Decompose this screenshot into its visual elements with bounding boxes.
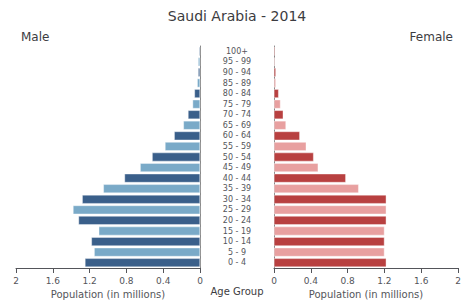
svg-text:Population (in millions): Population (in millions) xyxy=(309,289,423,300)
svg-text:1.6: 1.6 xyxy=(414,276,429,286)
svg-text:45 - 49: 45 - 49 xyxy=(223,163,251,172)
svg-text:Age Group: Age Group xyxy=(211,286,264,297)
svg-text:30 - 34: 30 - 34 xyxy=(223,195,251,204)
svg-text:40 - 44: 40 - 44 xyxy=(223,174,251,183)
svg-text:35 - 39: 35 - 39 xyxy=(223,184,251,193)
svg-text:60 - 64: 60 - 64 xyxy=(223,131,251,140)
svg-text:5 - 9: 5 - 9 xyxy=(228,248,246,257)
svg-text:50 - 54: 50 - 54 xyxy=(223,153,251,162)
svg-text:70 - 74: 70 - 74 xyxy=(223,110,251,119)
svg-text:Male: Male xyxy=(21,30,49,44)
svg-text:25 - 29: 25 - 29 xyxy=(223,205,251,214)
svg-text:1.2: 1.2 xyxy=(82,276,96,286)
svg-text:0: 0 xyxy=(197,276,203,286)
svg-text:15 - 19: 15 - 19 xyxy=(223,227,251,236)
svg-text:Saudi Arabia - 2014: Saudi Arabia - 2014 xyxy=(168,8,307,24)
svg-text:55 - 59: 55 - 59 xyxy=(223,142,251,151)
svg-text:0.4: 0.4 xyxy=(156,276,171,286)
svg-text:20 - 24: 20 - 24 xyxy=(223,216,251,225)
svg-text:10 - 14: 10 - 14 xyxy=(223,237,251,246)
svg-text:0.8: 0.8 xyxy=(340,276,355,286)
svg-text:Population (in millions): Population (in millions) xyxy=(51,289,165,300)
svg-text:1.6: 1.6 xyxy=(46,276,61,286)
svg-text:0.4: 0.4 xyxy=(304,276,319,286)
svg-text:65 - 69: 65 - 69 xyxy=(223,121,251,130)
svg-text:75 - 79: 75 - 79 xyxy=(223,100,251,109)
svg-text:2: 2 xyxy=(13,276,19,286)
svg-text:Female: Female xyxy=(410,30,453,44)
svg-text:1.2: 1.2 xyxy=(377,276,391,286)
svg-text:95 - 99: 95 - 99 xyxy=(223,57,251,66)
svg-text:90 - 94: 90 - 94 xyxy=(223,68,251,77)
svg-text:0 - 4: 0 - 4 xyxy=(228,258,246,267)
svg-text:100+: 100+ xyxy=(226,47,248,56)
svg-text:0: 0 xyxy=(271,276,277,286)
svg-text:80 - 84: 80 - 84 xyxy=(223,89,251,98)
svg-text:2: 2 xyxy=(455,276,461,286)
svg-text:0.8: 0.8 xyxy=(119,276,134,286)
svg-text:85 - 89: 85 - 89 xyxy=(223,79,251,88)
